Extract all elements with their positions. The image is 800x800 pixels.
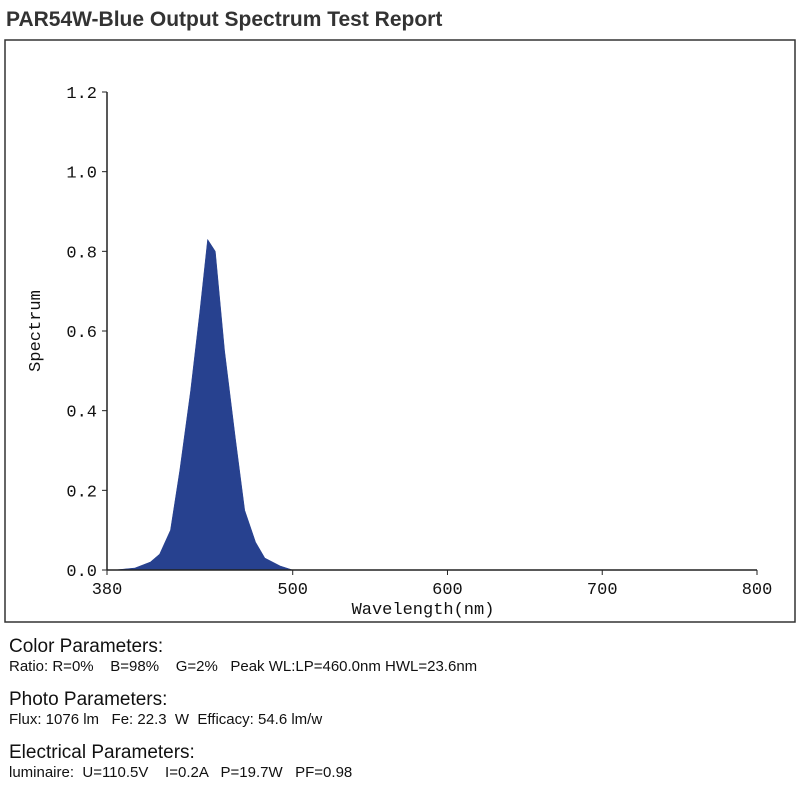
y-tick-label: 0.6 bbox=[66, 324, 97, 343]
x-axis-label: Wavelength(nm) bbox=[352, 601, 495, 620]
spectrum-area bbox=[114, 238, 293, 571]
parameter-section: Color Parameters: Ratio: R=0% B=98% G=2% … bbox=[9, 636, 477, 676]
y-tick-label: 0.0 bbox=[66, 563, 97, 582]
parameter-section: Electrical Parameters: luminaire: U=110.5… bbox=[9, 742, 477, 782]
y-tick-label: 1.2 bbox=[66, 85, 97, 104]
section-heading: Electrical Parameters: bbox=[9, 742, 195, 763]
x-tick-label: 600 bbox=[432, 581, 463, 600]
section-line: Ratio: R=0% B=98% G=2% Peak WL:LP=460.0n… bbox=[9, 658, 478, 675]
y-tick-label: 1.0 bbox=[66, 165, 97, 184]
chart: Spectrum Wavelength(nm) 0.0 0.2 0.4 0.6 0.8 1… bbox=[4, 39, 796, 623]
y-axis-label: Spectrum bbox=[27, 290, 46, 372]
y-tick-label: 0.4 bbox=[66, 404, 97, 423]
parameter-section: Photo Parameters: Flux: 1076 lm Fe: 22.3 … bbox=[9, 689, 477, 729]
section-line: Flux: 1076 lm Fe: 22.3 W Efficacy: 54.6 … bbox=[9, 711, 323, 728]
x-tick-label: 380 bbox=[92, 581, 123, 600]
y-tick-label: 0.8 bbox=[66, 244, 97, 263]
parameters: Color Parameters: Ratio: R=0% B=98% G=2% … bbox=[9, 636, 477, 795]
x-tick-label: 800 bbox=[742, 581, 773, 600]
x-tick-label: 700 bbox=[587, 581, 618, 600]
y-tick-label: 0.2 bbox=[66, 483, 97, 502]
section-heading: Color Parameters: bbox=[9, 636, 164, 657]
section-line: luminaire: U=110.5V I=0.2A P=19.7W PF=0.… bbox=[9, 764, 353, 781]
chart-title: PAR54W-Blue Output Spectrum Test Report bbox=[6, 8, 443, 31]
x-tick-label: 500 bbox=[277, 581, 308, 600]
frame bbox=[4, 39, 796, 623]
section-heading: Photo Parameters: bbox=[9, 689, 168, 710]
